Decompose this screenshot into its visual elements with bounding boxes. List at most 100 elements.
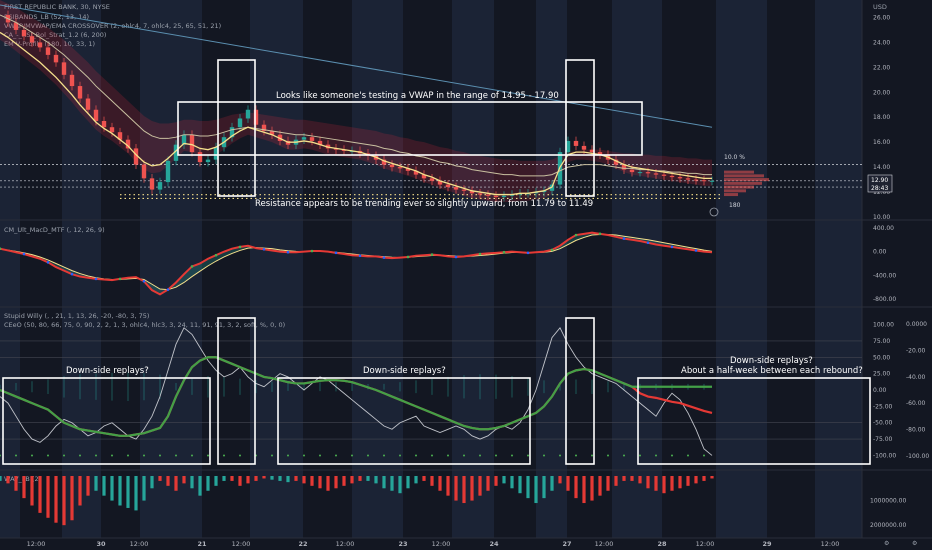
volume-bar <box>630 476 634 481</box>
volume-bar <box>214 476 218 486</box>
time-tick-label: 12:00 <box>595 540 614 548</box>
volume-profile-bar-1 <box>724 174 764 178</box>
volume-bar <box>582 476 586 504</box>
volume-bar <box>438 476 442 491</box>
osc-tick-inner: -25.00 <box>873 403 893 410</box>
volume-bar <box>310 476 314 486</box>
volume-bar <box>326 476 330 491</box>
candle-body <box>381 159 387 165</box>
osc-signal-dot <box>239 454 241 457</box>
osc-tick-inner: -50.00 <box>873 420 893 427</box>
osc-tick-outer: -40.00 <box>906 374 926 381</box>
macd-line <box>0 231 713 296</box>
volume-bar <box>470 476 474 501</box>
replay-highlight-1 <box>217 317 256 465</box>
volume-bar <box>462 476 466 504</box>
candle-body <box>21 29 27 37</box>
candle-body <box>53 54 59 63</box>
oscillator-axis: 100.00 75.00 50.00 25.00 0.00 -25.00 -50.00 -75… <box>873 321 929 460</box>
profile-bottom-label: 180 <box>729 202 741 209</box>
candle-body <box>613 159 619 165</box>
settings-icon[interactable]: ⚙ <box>912 540 917 547</box>
volume-bar <box>502 476 506 484</box>
osc-signal-dot <box>463 454 465 457</box>
macd-dot <box>118 277 122 281</box>
volume-bar <box>94 476 98 491</box>
macd-dot <box>22 252 26 256</box>
candle-body <box>653 173 659 175</box>
session-band-6 <box>536 0 567 538</box>
osc-signal-dot <box>191 454 193 457</box>
indicator-label-1: RSIBANDS_LB (52, 13, 14) <box>4 13 89 21</box>
candle-body <box>661 174 667 176</box>
volume-bar <box>230 476 234 481</box>
candle-body <box>181 134 187 145</box>
volume-bar <box>222 476 226 481</box>
volume-bar <box>446 476 450 496</box>
replay-box-1 <box>2 377 211 465</box>
candle-body <box>309 137 315 141</box>
macd-dot <box>262 247 266 251</box>
osc-tick-inner: 100.00 <box>873 322 894 329</box>
candle-body <box>677 177 683 179</box>
osc-signal-dot <box>591 454 593 457</box>
highlight-box-1 <box>217 59 256 197</box>
resistance-note: Resistance appears to be trending ever s… <box>255 199 593 209</box>
volume-bar <box>30 476 34 506</box>
time-axis: 12:00 30 12:00 21 12:00 22 12:00 23 12:00 24 27 12:… <box>27 540 840 548</box>
volume-bar <box>150 476 154 489</box>
osc-signal-dot <box>0 454 1 457</box>
osc-tick-outer: -80.00 <box>906 427 926 434</box>
osc-signal-dot <box>655 454 657 457</box>
macd-dot <box>502 250 506 254</box>
osc-signal-dot <box>687 454 689 457</box>
candle-body <box>197 152 203 163</box>
osc-tick-inner: 0.00 <box>873 387 887 394</box>
volume-bar <box>262 476 266 479</box>
candle-body <box>597 152 603 155</box>
volume-bar <box>14 476 18 491</box>
macd-dot <box>382 256 386 259</box>
replay-box-3 <box>637 377 871 465</box>
macd-dot <box>142 279 146 283</box>
vwap-range-box <box>177 101 643 156</box>
time-tick-label: 12:00 <box>432 540 451 548</box>
volume-bar <box>366 476 370 481</box>
currency-label: USD <box>873 3 887 11</box>
timezone-icon[interactable]: ⚙ <box>884 540 889 547</box>
osc-tick-inner: -75.00 <box>873 436 893 443</box>
osc-signal-dot <box>447 454 449 457</box>
volume-bar <box>118 476 122 506</box>
candle-body <box>13 22 19 30</box>
candle-body <box>685 178 691 180</box>
volume-bar <box>430 476 434 486</box>
osc-signal-dot <box>47 454 49 457</box>
candle-body <box>477 193 483 195</box>
vwap-note: Looks like someone's testing a VWAP in t… <box>276 91 559 101</box>
volume-profile-bar-6 <box>724 193 738 197</box>
osc-signal-dot <box>383 454 385 457</box>
volume-bar <box>254 476 258 481</box>
alert-icon[interactable] <box>709 207 719 217</box>
volume-bar <box>606 476 610 491</box>
osc-signal-dot <box>223 454 225 457</box>
macd-dot <box>406 255 410 259</box>
candle-body <box>117 132 123 140</box>
candle-body <box>149 178 155 190</box>
candle-body <box>437 180 443 185</box>
session-band-0 <box>0 0 20 538</box>
candle-body <box>421 174 427 179</box>
volume-bar <box>510 476 514 489</box>
osc-tick-inner: 75.00 <box>873 338 890 345</box>
candle-body <box>701 180 707 182</box>
macd-dot <box>598 232 602 236</box>
price-tick-label: 26.00 <box>873 14 890 21</box>
macd-dot <box>70 272 74 276</box>
candle-body <box>85 98 91 110</box>
osc-signal-dot <box>159 454 161 457</box>
osc-title-1: Stupid Willy (, , 21, 1, 13, 26, -20, -8… <box>4 312 149 320</box>
volume-bar <box>518 476 522 494</box>
volume-bar <box>374 476 378 484</box>
macd-dot <box>622 237 626 240</box>
